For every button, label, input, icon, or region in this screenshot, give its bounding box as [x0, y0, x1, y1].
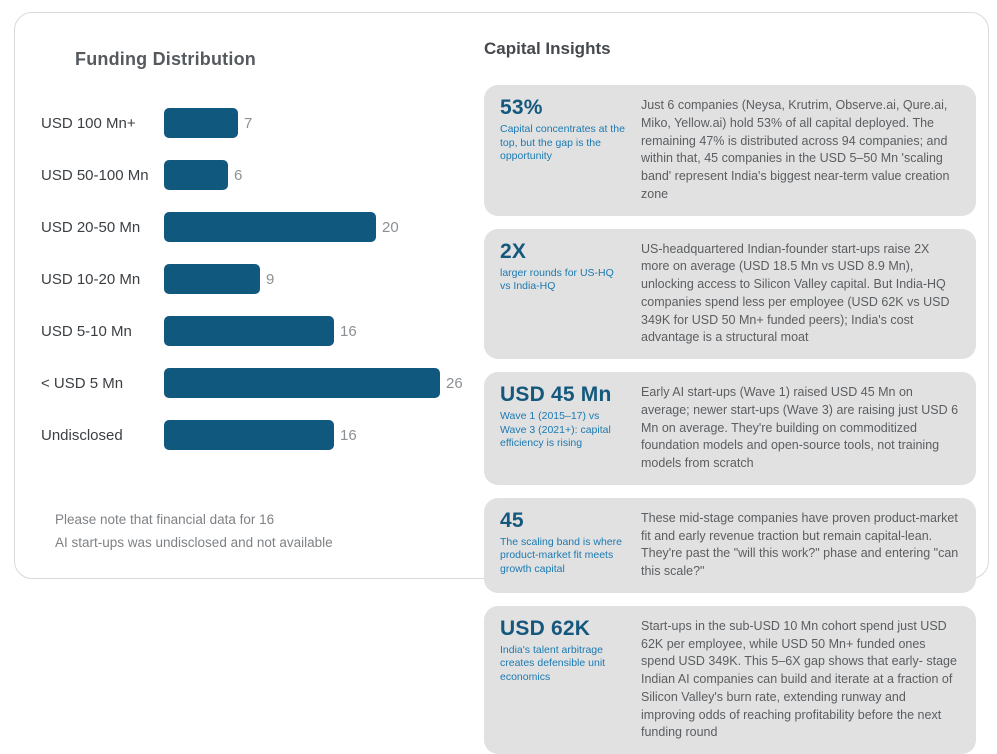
bar-value-label: 6 — [234, 166, 243, 184]
bar — [164, 316, 334, 346]
insight-caption: The scaling band is where product-market… — [500, 535, 622, 576]
insight-caption: larger rounds for US-HQ vs India-HQ — [500, 266, 614, 293]
insight-card-stat-block: 45 The scaling band is where product-mar… — [500, 509, 625, 581]
bar-row: USD 5-10 Mn 16 — [41, 305, 484, 357]
bar-value-label: 16 — [340, 322, 357, 340]
bar-category-label: USD 10-20 Mn — [41, 270, 141, 288]
insight-card-stat-block: 2X larger rounds for US-HQ vs India-HQ — [500, 240, 625, 348]
bar — [164, 108, 238, 138]
insight-body: US-headquartered Indian-founder start-up… — [641, 241, 950, 345]
insight-card-talent-arbitrage: USD 62K India's talent arbitrage creates… — [484, 605, 976, 754]
insight-caption: Capital concentrates at the top, but the… — [500, 123, 625, 163]
bar-category-label: USD 20-50 Mn — [41, 218, 141, 236]
bar — [164, 264, 260, 294]
chart-footnote: Please note that financial data for 16 A… — [55, 508, 333, 554]
insight-stat: USD 45 Mn — [500, 383, 612, 406]
bar-category-label: USD 50-100 Mn — [41, 166, 149, 184]
bar-row: USD 100 Mn+ 7 — [41, 97, 484, 149]
bar-value-label: 16 — [340, 426, 357, 444]
funding-distribution-panel: Funding Distribution USD 100 Mn+ 7 USD 5… — [15, 13, 484, 578]
bar — [164, 212, 376, 242]
chart-footnote-line2: AI start-ups was undisclosed and not ava… — [55, 534, 333, 550]
bar-chart: USD 100 Mn+ 7 USD 50-100 Mn 6 USD 20-50 … — [41, 97, 484, 461]
bar-value-label: 7 — [244, 114, 253, 132]
insight-card-stat-block: USD 62K India's talent arbitrage creates… — [500, 617, 625, 742]
report-card: Funding Distribution USD 100 Mn+ 7 USD 5… — [14, 12, 990, 754]
insight-card-capital-efficiency: USD 45 Mn Wave 1 (2015–17) vs Wave 3 (20… — [484, 372, 976, 485]
insight-stat: 2X — [500, 239, 527, 263]
insight-body: These mid-stage companies have proven pr… — [641, 510, 959, 578]
bar-row: USD 20-50 Mn 20 — [41, 201, 484, 253]
insight-stat: USD 62K — [500, 616, 591, 640]
insight-card-capital-concentration: 53% Capital concentrates at the top, but… — [484, 85, 976, 216]
insight-body: Start-ups in the sub-USD 10 Mn cohort sp… — [641, 618, 957, 740]
bar — [164, 420, 334, 450]
bar-row: Undisclosed 16 — [41, 409, 484, 461]
chart-title: Funding Distribution — [75, 49, 256, 69]
bar-category-label: Undisclosed — [41, 426, 123, 444]
insight-body: Just 6 companies (Neysa, Krutrim, Observ… — [641, 98, 950, 201]
insight-stat: 45 — [500, 508, 524, 532]
insight-body: Early AI start-ups (Wave 1) raised USD 4… — [641, 385, 959, 470]
bar-category-label: < USD 5 Mn — [41, 374, 124, 392]
insight-card-stat-block: USD 45 Mn Wave 1 (2015–17) vs Wave 3 (20… — [500, 383, 625, 473]
bar-category-label: USD 5-10 Mn — [41, 322, 132, 340]
chart-footnote-line1: Please note that financial data for 16 — [55, 511, 275, 527]
insight-stat: 53% — [500, 96, 543, 119]
capital-insights-panel: Capital Insights 53% Capital concentrate… — [484, 13, 990, 754]
bar-row: USD 10-20 Mn 9 — [41, 253, 484, 305]
bar-row: USD 50-100 Mn 6 — [41, 149, 484, 201]
insights-title: Capital Insights — [484, 39, 611, 58]
bar-value-label: 26 — [446, 374, 463, 392]
insight-card-stat-block: 53% Capital concentrates at the top, but… — [500, 96, 625, 204]
insight-caption: Wave 1 (2015–17) vs Wave 3 (2021+): capi… — [500, 410, 611, 450]
bar-value-label: 9 — [266, 270, 275, 288]
bar-value-label: 20 — [382, 218, 399, 236]
bar — [164, 368, 440, 398]
insight-card-round-size-gap: 2X larger rounds for US-HQ vs India-HQ U… — [484, 228, 976, 359]
bar — [164, 160, 228, 190]
bar-category-label: USD 100 Mn+ — [41, 114, 136, 132]
bar-row: < USD 5 Mn 26 — [41, 357, 484, 409]
insight-caption: India's talent arbitrage creates defensi… — [500, 643, 606, 684]
insight-card-scaling-band: 45 The scaling band is where product-mar… — [484, 497, 976, 593]
